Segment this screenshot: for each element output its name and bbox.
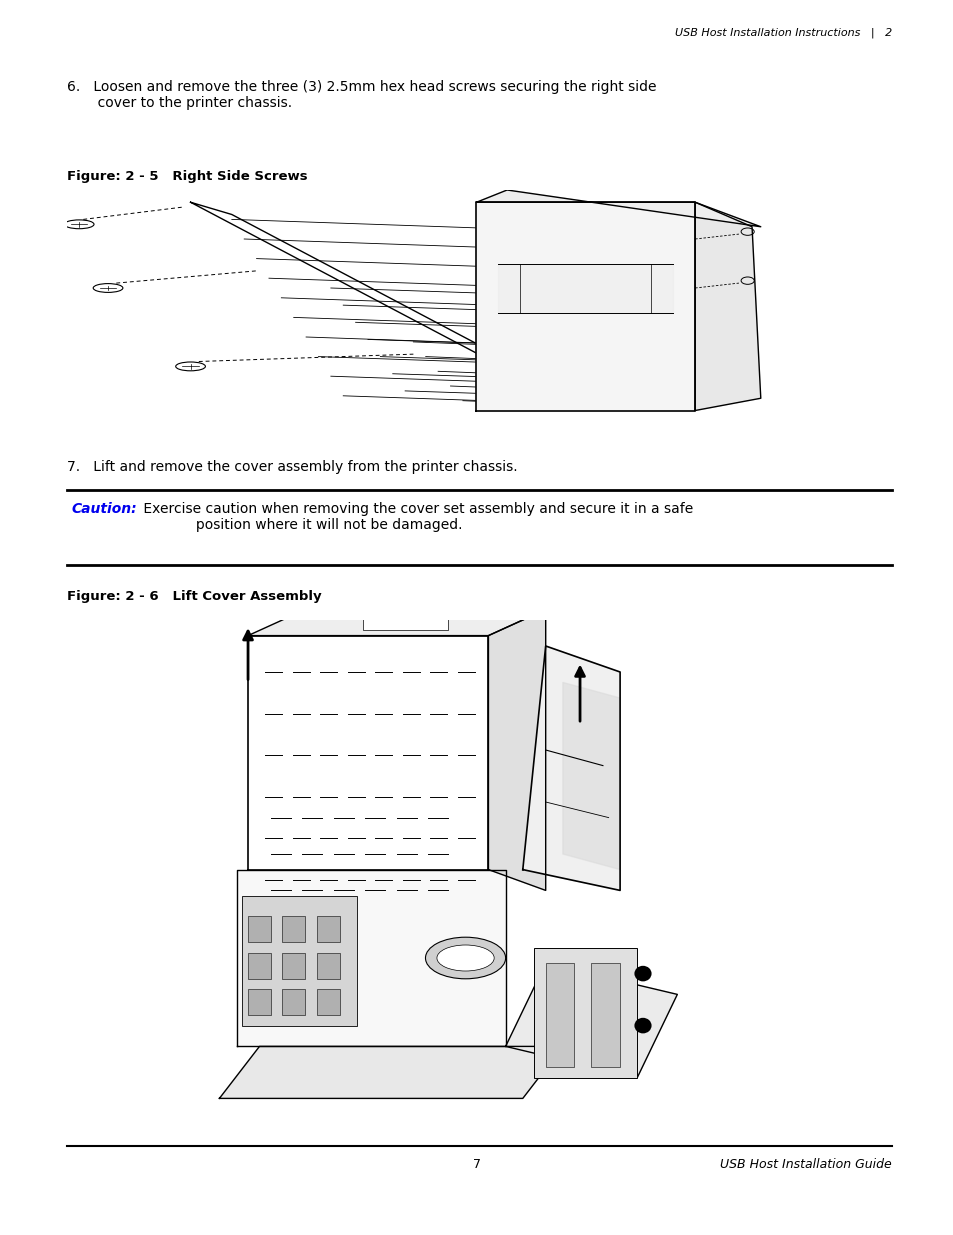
Bar (248, 952, 271, 979)
Polygon shape (522, 646, 619, 890)
Circle shape (634, 1018, 651, 1034)
Bar (282, 916, 305, 942)
Text: USB Host Installation Guide: USB Host Installation Guide (720, 1158, 891, 1171)
Bar (545, 963, 574, 1067)
Bar (591, 963, 619, 1067)
Bar (248, 916, 271, 942)
Polygon shape (562, 683, 619, 869)
Circle shape (634, 966, 651, 982)
Polygon shape (488, 610, 545, 890)
Text: USB Host Installation Instructions   |   2: USB Host Installation Instructions | 2 (674, 28, 891, 38)
Polygon shape (695, 203, 760, 410)
Text: Figure: 2 - 5   Right Side Screws: Figure: 2 - 5 Right Side Screws (67, 170, 307, 183)
Polygon shape (236, 869, 505, 1046)
Text: 7: 7 (473, 1158, 480, 1171)
Text: 6.   Loosen and remove the three (3) 2.5mm hex head screws securing the right si: 6. Loosen and remove the three (3) 2.5mm… (67, 80, 656, 110)
Circle shape (64, 220, 94, 228)
Polygon shape (476, 190, 760, 227)
Bar (282, 952, 305, 979)
Bar (316, 952, 339, 979)
Bar (282, 989, 305, 1015)
Circle shape (93, 284, 123, 293)
Bar (534, 947, 637, 1078)
Bar (316, 916, 339, 942)
Ellipse shape (425, 937, 505, 979)
Polygon shape (219, 1046, 562, 1098)
Text: 7.   Lift and remove the cover assembly from the printer chassis.: 7. Lift and remove the cover assembly fr… (67, 459, 517, 474)
Polygon shape (505, 963, 677, 1078)
Bar (362, 615, 448, 630)
Bar (242, 895, 356, 1025)
Polygon shape (497, 263, 673, 312)
Polygon shape (248, 636, 488, 869)
Text: Figure: 2 - 6   Lift Cover Assembly: Figure: 2 - 6 Lift Cover Assembly (67, 590, 321, 603)
Polygon shape (191, 203, 602, 410)
Polygon shape (248, 610, 545, 636)
Polygon shape (476, 203, 695, 410)
Ellipse shape (436, 945, 494, 971)
Circle shape (175, 362, 205, 370)
Text: Exercise caution when removing the cover set assembly and secure it in a safe
  : Exercise caution when removing the cover… (138, 501, 692, 532)
Bar (316, 989, 339, 1015)
Bar (248, 989, 271, 1015)
Text: Caution:: Caution: (71, 501, 137, 516)
